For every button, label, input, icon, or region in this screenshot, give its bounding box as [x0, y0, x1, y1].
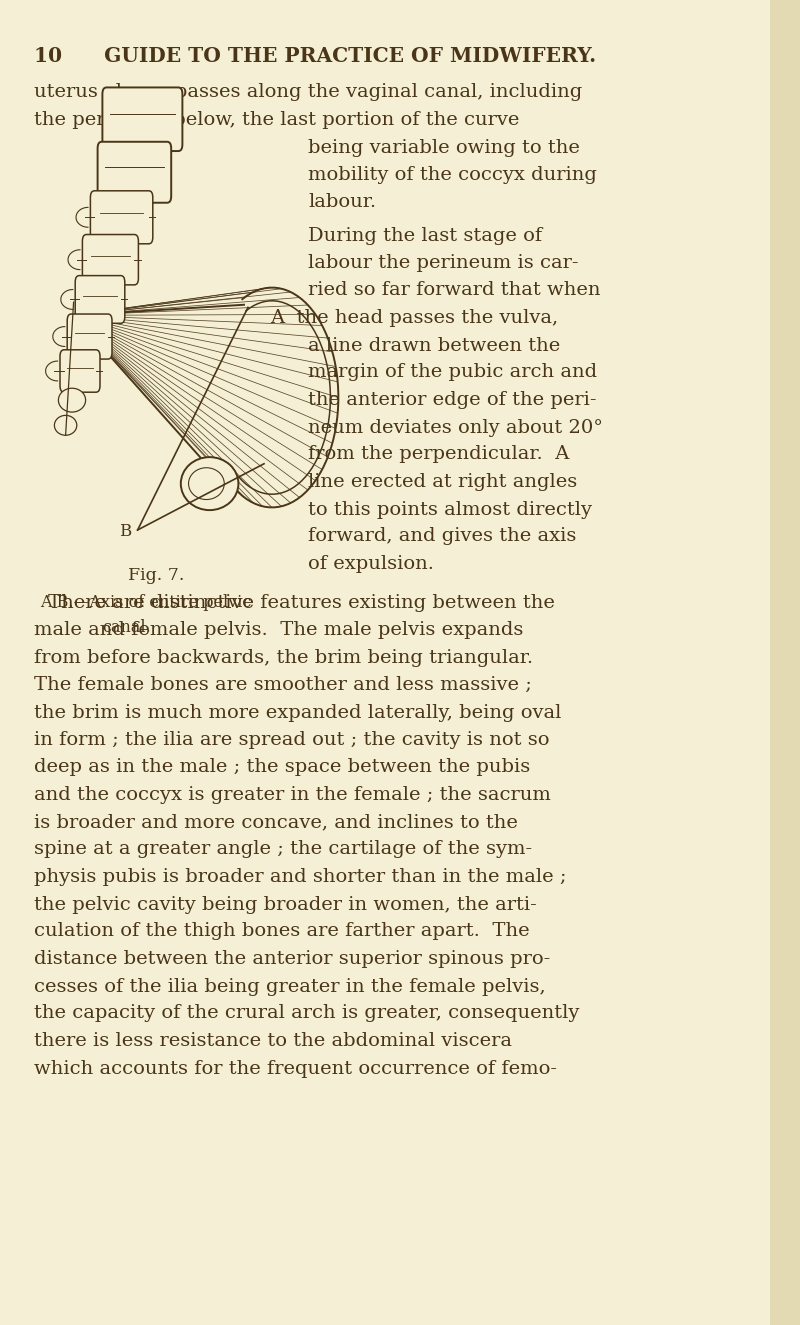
Text: being variable owing to the: being variable owing to the: [308, 139, 580, 158]
Text: uterus above, passes along the vaginal canal, including: uterus above, passes along the vaginal c…: [34, 83, 582, 102]
Text: the capacity of the crural arch is greater, consequently: the capacity of the crural arch is great…: [34, 1004, 579, 1023]
Text: There are distinctive features existing between the: There are distinctive features existing …: [48, 594, 555, 612]
Text: distance between the anterior superior spinous pro-: distance between the anterior superior s…: [34, 950, 550, 969]
Ellipse shape: [58, 388, 86, 412]
Text: During the last stage of: During the last stage of: [308, 227, 542, 245]
FancyBboxPatch shape: [82, 235, 138, 285]
Text: neum deviates only about 20°: neum deviates only about 20°: [308, 419, 603, 437]
Text: to this points almost directly: to this points almost directly: [308, 501, 592, 519]
Ellipse shape: [189, 468, 224, 500]
Text: from the perpendicular.  A: from the perpendicular. A: [308, 445, 570, 464]
Bar: [770, 0, 800, 1325]
Text: ried so far forward that when: ried so far forward that when: [308, 281, 601, 299]
Text: The female bones are smoother and less massive ;: The female bones are smoother and less m…: [34, 676, 531, 694]
Text: spine at a greater angle ; the cartilage of the sym-: spine at a greater angle ; the cartilage…: [34, 840, 532, 859]
Text: the perineum below, the last portion of the curve: the perineum below, the last portion of …: [34, 111, 519, 130]
Text: the brim is much more expanded laterally, being oval: the brim is much more expanded laterally…: [34, 704, 561, 722]
Ellipse shape: [181, 457, 238, 510]
Text: physis pubis is broader and shorter than in the male ;: physis pubis is broader and shorter than…: [34, 868, 566, 886]
Text: Fig. 7.: Fig. 7.: [128, 567, 184, 584]
Text: and the coccyx is greater in the female ; the sacrum: and the coccyx is greater in the female …: [34, 786, 550, 804]
Text: male and female pelvis.  The male pelvis expands: male and female pelvis. The male pelvis …: [34, 621, 523, 640]
FancyBboxPatch shape: [75, 276, 125, 323]
Text: margin of the pubic arch and: margin of the pubic arch and: [308, 363, 597, 382]
FancyBboxPatch shape: [60, 350, 100, 392]
Text: which accounts for the frequent occurrence of femo-: which accounts for the frequent occurren…: [34, 1060, 557, 1079]
Text: labour.: labour.: [308, 193, 376, 212]
FancyBboxPatch shape: [102, 87, 182, 151]
Text: of expulsion.: of expulsion.: [308, 555, 434, 574]
Text: mobility of the coccyx during: mobility of the coccyx during: [308, 166, 597, 184]
Text: line erected at right angles: line erected at right angles: [308, 473, 578, 492]
Text: labour the perineum is car-: labour the perineum is car-: [308, 254, 578, 273]
Text: deep as in the male ; the space between the pubis: deep as in the male ; the space between …: [34, 758, 530, 776]
FancyBboxPatch shape: [67, 314, 112, 359]
Text: canal.: canal.: [102, 619, 151, 636]
Text: A B.—Axis of entire pelvic: A B.—Axis of entire pelvic: [40, 594, 251, 611]
Text: there is less resistance to the abdominal viscera: there is less resistance to the abdomina…: [34, 1032, 512, 1051]
Text: A  the head passes the vulva,: A the head passes the vulva,: [270, 309, 558, 327]
Text: from before backwards, the brim being triangular.: from before backwards, the brim being tr…: [34, 649, 533, 668]
Text: a line drawn between the: a line drawn between the: [308, 337, 560, 355]
Ellipse shape: [54, 416, 77, 435]
Text: culation of the thigh bones are farther apart.  The: culation of the thigh bones are farther …: [34, 922, 530, 941]
FancyBboxPatch shape: [90, 191, 153, 244]
Text: cesses of the ilia being greater in the female pelvis,: cesses of the ilia being greater in the …: [34, 978, 546, 996]
Text: is broader and more concave, and inclines to the: is broader and more concave, and incline…: [34, 814, 518, 832]
Text: forward, and gives the axis: forward, and gives the axis: [308, 527, 576, 546]
Text: 10      GUIDE TO THE PRACTICE OF MIDWIFERY.: 10 GUIDE TO THE PRACTICE OF MIDWIFERY.: [34, 46, 596, 66]
Text: the pelvic cavity being broader in women, the arti-: the pelvic cavity being broader in women…: [34, 896, 536, 914]
Text: B: B: [119, 523, 131, 541]
Text: in form ; the ilia are spread out ; the cavity is not so: in form ; the ilia are spread out ; the …: [34, 731, 549, 750]
FancyBboxPatch shape: [98, 142, 171, 203]
Text: the anterior edge of the peri-: the anterior edge of the peri-: [308, 391, 597, 409]
